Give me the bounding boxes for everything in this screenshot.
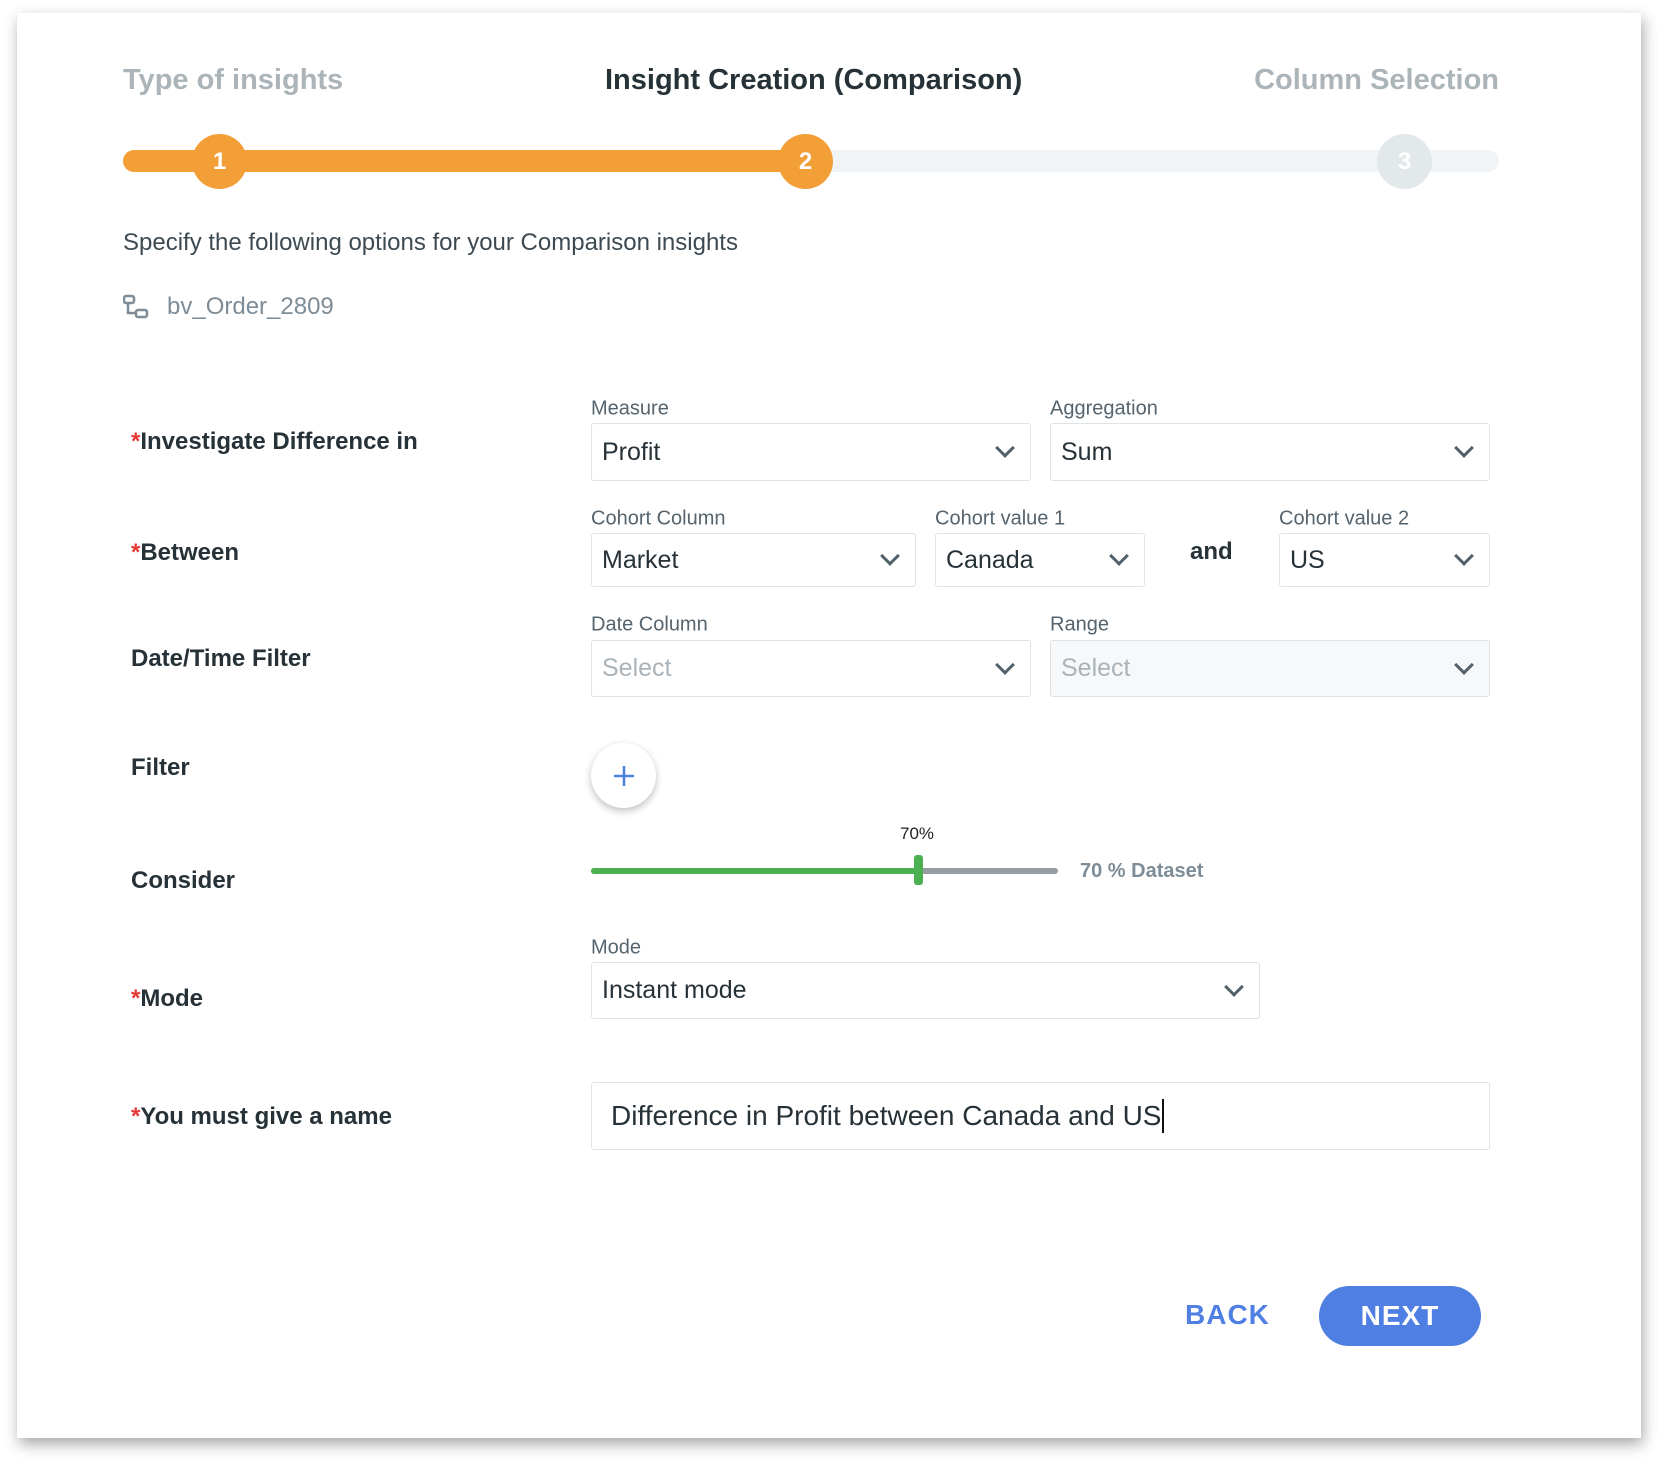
back-button[interactable]: BACK (1185, 1299, 1270, 1330)
slider-tooltip: 70% (900, 824, 935, 843)
text-cursor (1162, 1099, 1165, 1133)
chevron-down-icon (995, 438, 1015, 458)
filter-label: Filter (131, 754, 190, 781)
chevron-down-icon (995, 654, 1015, 675)
add-filter-button[interactable] (591, 743, 656, 808)
date-filter-label: Date/Time Filter (131, 645, 311, 672)
date-column-label: Date Column (591, 613, 708, 636)
range-label: Range (1050, 613, 1109, 636)
date-column-select[interactable]: Select (591, 640, 1031, 697)
consider-label: Consider (131, 867, 236, 894)
mode-label: *Mode (131, 985, 204, 1012)
slider-caption: 70 % Dataset (1080, 860, 1204, 882)
name-label: *You must give a name (131, 1103, 392, 1130)
and-text: and (1190, 538, 1233, 565)
mode-select[interactable]: Instant mode (591, 962, 1260, 1019)
cohort-value-1-label: Cohort value 1 (935, 507, 1066, 530)
measure-select[interactable]: Profit (591, 423, 1031, 481)
step-label-1[interactable]: Type of insights (123, 64, 344, 96)
step-label-3: Column Selection (1254, 64, 1499, 96)
slider-fill (591, 868, 918, 874)
progress-fill (123, 150, 813, 172)
dataset-name: bv_Order_2809 (167, 293, 334, 320)
between-label: *Between (131, 539, 240, 566)
cohort-column-label: Cohort Column (591, 507, 726, 530)
aggregation-select[interactable]: Sum (1050, 423, 1490, 481)
plus-icon (613, 765, 634, 786)
chevron-down-icon (880, 546, 900, 566)
instructions: Specify the following options for your C… (123, 229, 738, 256)
dataset-info: bv_Order_2809 (123, 293, 334, 321)
chevron-down-icon (1109, 546, 1129, 566)
investigate-label: *Investigate Difference in (131, 428, 418, 455)
step-circle-1[interactable]: 1 (192, 134, 247, 189)
slider-thumb[interactable] (913, 855, 923, 885)
chevron-down-icon (1454, 654, 1474, 675)
name-input[interactable]: Difference in Profit between Canada and … (591, 1082, 1490, 1150)
measure-label: Measure (591, 397, 669, 420)
chevron-down-icon (1224, 976, 1244, 997)
aggregation-label: Aggregation (1050, 397, 1158, 420)
chevron-down-icon (1454, 438, 1474, 458)
step-circle-3: 3 (1377, 134, 1432, 189)
range-select[interactable]: Select (1050, 640, 1490, 697)
cohort-value-1-select[interactable]: Canada (935, 533, 1145, 587)
mode-field-label: Mode (591, 936, 642, 959)
step-circle-2: 2 (778, 134, 833, 189)
dataset-icon (123, 294, 149, 319)
next-button[interactable]: NEXT (1319, 1286, 1481, 1346)
cohort-column-select[interactable]: Market (591, 533, 916, 587)
step-label-2: Insight Creation (Comparison) (605, 64, 1023, 96)
dataset-slider[interactable] (591, 855, 1058, 885)
chevron-down-icon (1454, 546, 1474, 566)
wizard-dialog (17, 13, 1641, 1438)
cohort-value-2-label: Cohort value 2 (1279, 507, 1410, 530)
cohort-value-2-select[interactable]: US (1279, 533, 1490, 587)
